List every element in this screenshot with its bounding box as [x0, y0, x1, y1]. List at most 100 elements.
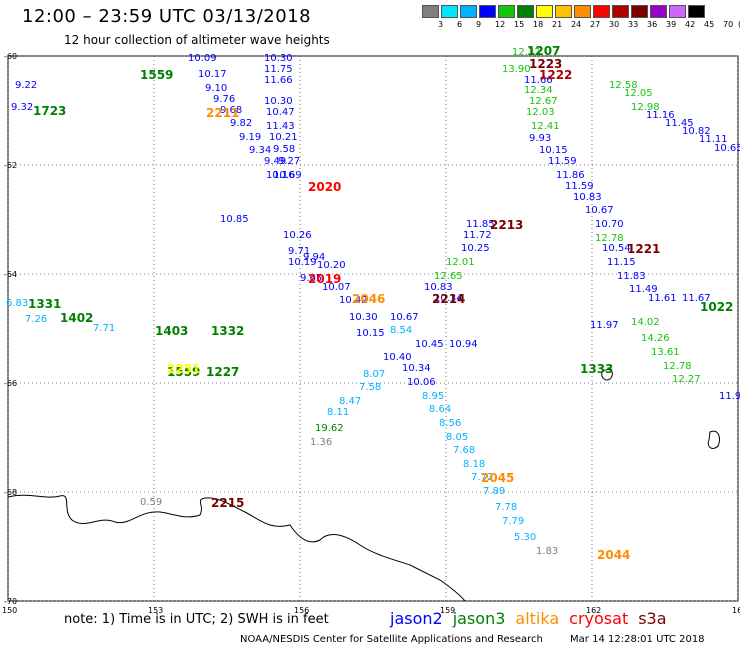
color-scale-label: 70 — [723, 20, 734, 29]
wave-height-label: 5.30 — [514, 532, 537, 543]
wave-height-label: 12.34 — [524, 85, 553, 96]
latitude-label: -66 — [4, 379, 17, 388]
wave-height-label: 9.65 — [300, 273, 323, 284]
color-scale-label: 18 — [533, 20, 544, 29]
color-scale-label: 12 — [495, 20, 506, 29]
wave-height-label: 10.69 — [273, 170, 302, 181]
wave-height-label: 11.72 — [463, 230, 492, 241]
color-scale-label: 39 — [666, 20, 677, 29]
pass-time-label: 2215 — [211, 496, 245, 510]
wave-height-label: 11.75 — [264, 64, 293, 75]
color-scale-label: 15 — [514, 20, 525, 29]
wave-height-label: 12.01 — [446, 257, 475, 268]
pass-time-label: 1723 — [33, 104, 67, 118]
color-scale-label: (ft) — [738, 20, 740, 29]
map-grid — [7, 55, 739, 602]
wave-height-label: 9.49 — [264, 156, 287, 167]
pass-time-label: 2213 — [490, 218, 524, 232]
color-scale-swatch — [593, 5, 610, 18]
wave-height-label: 10.45 — [415, 339, 444, 350]
color-scale-swatch — [517, 5, 534, 18]
wave-height-label: 19.62 — [315, 423, 344, 434]
wave-height-label: 9.22 — [15, 80, 38, 91]
pass-time-label: 1221 — [627, 242, 661, 256]
longitude-label: 156 — [294, 606, 309, 615]
wave-height-label: 10.26 — [283, 230, 312, 241]
wave-height-label: 10.21 — [269, 132, 298, 143]
latitude-label: -64 — [4, 270, 17, 279]
wave-height-label: 13.90 — [502, 64, 531, 75]
pass-time-label: 2045 — [481, 471, 515, 485]
wave-height-label: 12.58 — [609, 80, 638, 91]
wave-height-label: 10.42 — [339, 295, 368, 306]
wave-height-label: 1.83 — [536, 546, 559, 557]
wave-height-label: 12.98 — [631, 102, 660, 113]
wave-height-label: 10.30 — [349, 312, 378, 323]
wave-height-label: 10.40 — [383, 352, 412, 363]
wave-height-label: 10.09 — [188, 53, 217, 64]
wave-height-label: 9.94 — [303, 252, 326, 263]
wave-height-label: 8.95 — [422, 391, 445, 402]
latitude-label: -70 — [4, 597, 17, 606]
pass-time-label: 1222 — [539, 68, 573, 82]
wave-height-label: 10.34 — [402, 363, 431, 374]
wave-height-label: 10.65 — [714, 143, 740, 154]
wave-height-label: 11.43 — [266, 121, 295, 132]
pass-time-label: 1022 — [700, 300, 734, 314]
wave-height-label: 14.02 — [631, 317, 660, 328]
wave-height-label: 11.66 — [524, 75, 553, 86]
wave-height-label: 8.05 — [446, 432, 469, 443]
color-scale-label: 9 — [476, 20, 482, 29]
wave-height-label: 7.26 — [25, 314, 48, 325]
pass-time-label: 1559 — [140, 68, 174, 82]
pass-time-label: 1403 — [155, 324, 189, 338]
longitude-label: 162 — [586, 606, 601, 615]
wave-height-label: 12.41 — [531, 121, 560, 132]
color-scale-label: 24 — [571, 20, 582, 29]
pass-time-label: 1207 — [527, 44, 561, 58]
legend-altika: altika — [515, 609, 560, 628]
pass-time-label: 1331 — [28, 297, 62, 311]
wave-height-label: 12.67 — [529, 96, 558, 107]
wave-height-label: 11.86 — [556, 170, 585, 181]
wave-height-label: 11.11 — [699, 134, 728, 145]
legend-jason3: jason3 — [452, 609, 506, 628]
pass-time-label: 1223 — [529, 57, 563, 71]
color-scale-swatch — [574, 5, 591, 18]
wave-height-label: 9.76 — [213, 94, 236, 105]
wave-height-label: 10.85 — [220, 214, 249, 225]
wave-height-label: 9.68 — [220, 105, 243, 116]
wave-height-label: 11.96 — [719, 391, 740, 402]
color-scale-swatch — [688, 5, 705, 18]
wave-height-label: 11.61 — [648, 293, 677, 304]
wave-height-label: 10.17 — [198, 69, 227, 80]
wave-height-label: 11.59 — [565, 181, 594, 192]
color-scale-swatch — [650, 5, 667, 18]
wave-height-label: 11.97 — [590, 320, 619, 331]
page-title: 12:00 – 23:59 UTC 03/13/2018 — [22, 6, 312, 27]
wave-height-label: 11.66 — [264, 75, 293, 86]
footer-org: NOAA/NESDIS Center for Satellite Applica… — [240, 634, 543, 645]
pass-time-label: 1559 — [167, 365, 201, 379]
wave-height-label: 10.34 — [434, 293, 463, 304]
wave-height-label: 9.19 — [239, 132, 262, 143]
wave-height-label: 1.36 — [310, 437, 333, 448]
pass-time-label: 2251 — [167, 362, 201, 376]
wave-height-label: 10.67 — [585, 205, 614, 216]
wave-height-label: 10.06 — [407, 377, 436, 388]
color-scale-label: 3 — [438, 20, 444, 29]
longitude-label: 159 — [440, 606, 455, 615]
pass-time-label: 2211 — [206, 106, 240, 120]
wave-height-label: 9.82 — [230, 118, 253, 129]
wave-height-label: 11.85 — [466, 219, 495, 230]
legend-cryosat: cryosat — [569, 609, 629, 628]
wave-height-label: 12.65 — [434, 271, 463, 282]
wave-height-label: 7.78 — [495, 502, 518, 513]
wave-height-label: 12.32 — [512, 47, 541, 58]
footer-timestamp: Mar 14 12:28:01 UTC 2018 — [570, 634, 705, 645]
longitude-label: 150 — [2, 606, 17, 615]
legend-s3a: s3a — [638, 609, 667, 628]
color-scale-swatch — [441, 5, 458, 18]
